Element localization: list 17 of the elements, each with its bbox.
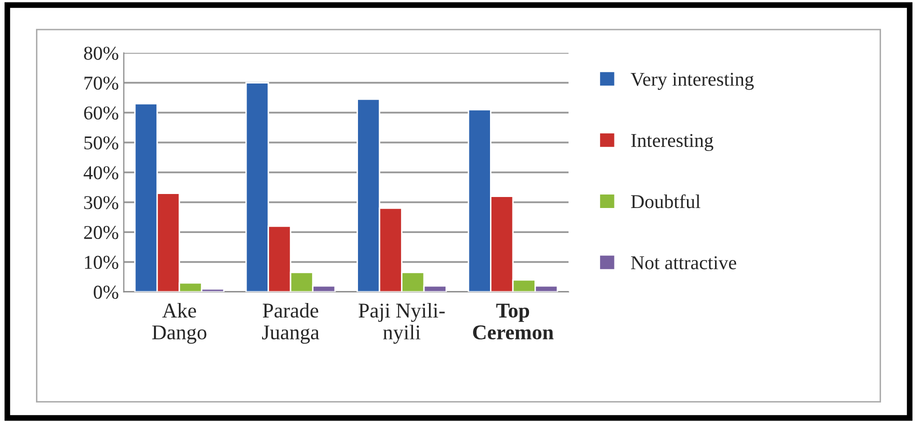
x-tick-label: Top Ceremon <box>473 304 554 340</box>
y-tick-label: 40% <box>84 166 118 180</box>
y-tick-label: 0% <box>94 286 118 299</box>
y-tick-label: 20% <box>84 226 118 240</box>
x-tick-label: Parade Juanga <box>262 302 320 344</box>
x-tick-label: Ake Dango <box>152 302 206 344</box>
y-tick-label: 70% <box>84 76 118 90</box>
y-tick-label: 80% <box>84 46 118 60</box>
legend-label: Interesting <box>631 134 714 152</box>
x-tick-label: Paji Nyili- nyili <box>358 302 445 344</box>
legend-label: Not attractive <box>631 256 736 270</box>
y-tick-label: 50% <box>84 136 118 150</box>
y-tick-label: 30% <box>84 196 118 210</box>
legend-label: Doubtful <box>631 194 700 208</box>
legend-label: Very interesting <box>630 72 754 90</box>
y-tick-label: 10% <box>85 256 118 269</box>
y-tick-label: 60% <box>84 106 118 120</box>
